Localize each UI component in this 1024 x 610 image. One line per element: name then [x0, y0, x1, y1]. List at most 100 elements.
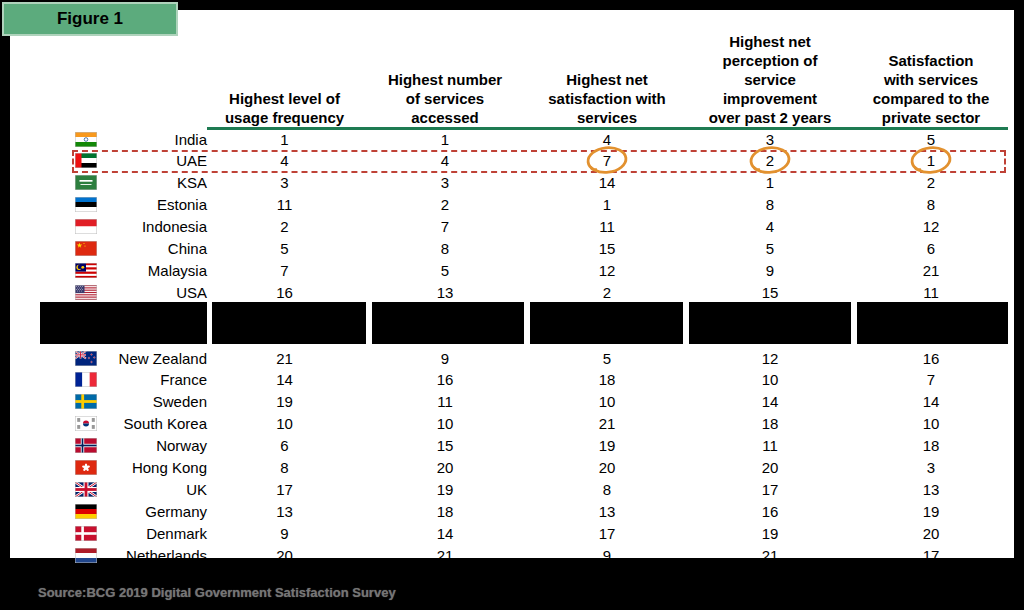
rank-value: 16 [362, 371, 528, 388]
rank-value: 2 [362, 196, 528, 213]
flag-netherlands-icon [75, 548, 97, 563]
rank-value: 19 [854, 503, 1008, 520]
table-row: Indonesia2711412 [10, 216, 1008, 238]
flag-cell [64, 263, 108, 278]
country-label: Norway [108, 437, 207, 454]
flag-indonesia-icon [75, 219, 97, 234]
rank-value: 2 [528, 284, 686, 301]
rank-value: 14 [362, 525, 528, 542]
rank-value: 6 [207, 437, 362, 454]
rank-value: 14 [528, 174, 686, 191]
table-row: KSA331412 [10, 172, 1008, 194]
rank-value: 11 [207, 196, 362, 213]
redaction-bar [530, 302, 683, 344]
table-row: USA161321511 [10, 281, 1008, 303]
table-row: Denmark914171920 [10, 522, 1008, 544]
rank-value: 1 [207, 131, 362, 148]
rank-value: 13 [207, 503, 362, 520]
flag-china-icon [75, 241, 97, 256]
table-row: France141618107 [10, 369, 1008, 391]
country-label: Netherlands [108, 547, 207, 564]
rank-value: 8 [528, 481, 686, 498]
rank-value: 17 [686, 481, 854, 498]
redaction-bar [40, 302, 207, 344]
redaction-bar [212, 302, 366, 344]
rank-value: 8 [207, 459, 362, 476]
rank-value: 18 [686, 415, 854, 432]
country-label: India [108, 131, 207, 148]
rank-value: 14 [854, 393, 1008, 410]
country-label: China [108, 240, 207, 257]
rank-value: 12 [854, 218, 1008, 235]
flag-cell [64, 416, 108, 431]
rank-value: 1 [854, 152, 1008, 169]
rank-value: 13 [528, 503, 686, 520]
rank-value: 2 [854, 174, 1008, 191]
flag-estonia-icon [75, 197, 97, 212]
rank-value: 11 [686, 437, 854, 454]
flag-france-icon [75, 372, 97, 387]
rank-value: 7 [528, 152, 686, 169]
flag-cell [64, 241, 108, 256]
rank-value: 21 [686, 547, 854, 564]
country-label: Denmark [108, 525, 207, 542]
flag-cell [64, 351, 108, 366]
figure-label: Figure 1 [57, 9, 123, 29]
rank-value: 7 [207, 262, 362, 279]
rank-value: 16 [854, 350, 1008, 367]
flag-usa-icon [75, 285, 97, 300]
rank-value: 20 [686, 459, 854, 476]
country-label: Indonesia [108, 218, 207, 235]
table-row: New Zealand21951216 [10, 347, 1008, 369]
rank-value: 15 [362, 437, 528, 454]
rank-value: 18 [528, 371, 686, 388]
table-row: Norway615191118 [10, 435, 1008, 457]
rank-value: 9 [362, 350, 528, 367]
flag-uae-icon [75, 153, 97, 168]
rank-value: 4 [686, 218, 854, 235]
flag-norway-icon [75, 438, 97, 453]
rank-value: 18 [854, 437, 1008, 454]
rank-value: 19 [686, 525, 854, 542]
rank-value: 1 [686, 174, 854, 191]
redaction-bar [689, 302, 851, 344]
rank-value: 21 [528, 415, 686, 432]
flag-cell [64, 394, 108, 409]
rank-value: 16 [686, 503, 854, 520]
rank-value: 10 [686, 371, 854, 388]
flag-cell [64, 197, 108, 212]
source-note: Source:BCG 2019 Digital Government Satis… [38, 585, 396, 600]
flag-cell [64, 548, 108, 563]
rank-value: 16 [207, 284, 362, 301]
flag-cell [64, 438, 108, 453]
country-label: Estonia [108, 196, 207, 213]
country-label: Sweden [108, 393, 207, 410]
rank-value: 15 [686, 284, 854, 301]
table-row: Germany1318131619 [10, 500, 1008, 522]
table-row: China581556 [10, 238, 1008, 260]
rank-value: 13 [362, 284, 528, 301]
column-header-vs-private-sector: Satisfaction with services compared to t… [854, 18, 1008, 127]
country-label: France [108, 371, 207, 388]
rank-value: 19 [207, 393, 362, 410]
table-row: Sweden1911101414 [10, 391, 1008, 413]
table-row: Estonia112188 [10, 194, 1008, 216]
rank-value: 9 [686, 262, 854, 279]
rank-value: 10 [854, 415, 1008, 432]
rank-value: 10 [528, 393, 686, 410]
rank-value: 7 [362, 218, 528, 235]
flag-uk-icon [75, 482, 97, 497]
figure-canvas: { "figure_label": "Figure 1", "source_no… [0, 0, 1024, 610]
column-header-usage-frequency: Highest level of usage frequency [207, 18, 362, 127]
rank-value: 6 [854, 240, 1008, 257]
rank-value: 11 [854, 284, 1008, 301]
rank-value: 14 [207, 371, 362, 388]
country-label: New Zealand [108, 350, 207, 367]
rank-value: 2 [207, 218, 362, 235]
table-row: UK171981713 [10, 478, 1008, 500]
rank-value: 13 [854, 481, 1008, 498]
flag-denmark-icon [75, 526, 97, 541]
rank-value: 12 [686, 350, 854, 367]
flag-cell [64, 482, 108, 497]
country-label: UK [108, 481, 207, 498]
